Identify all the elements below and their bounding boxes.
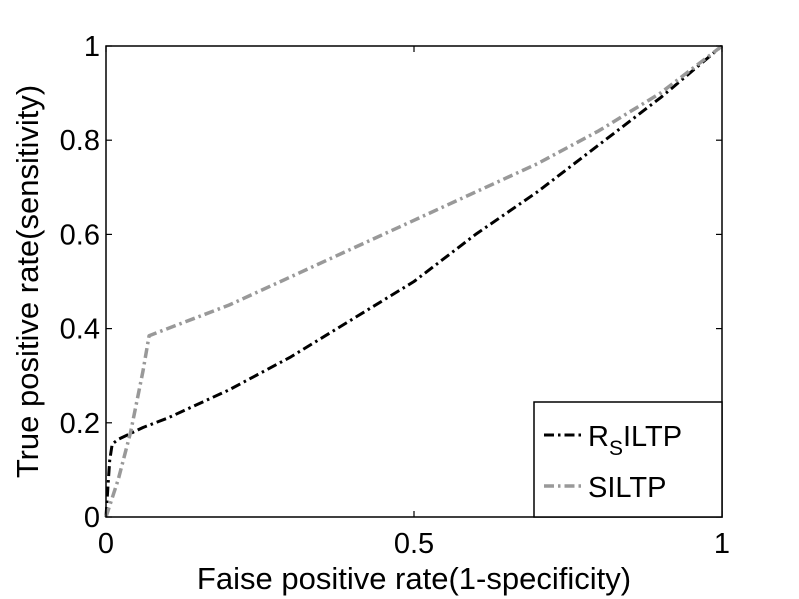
x-tick-label: 1 <box>714 528 730 560</box>
x-axis-title: Faise positive rate(1-specificity) <box>197 561 631 596</box>
series-line-siltp <box>104 44 724 518</box>
y-tick-label: 1 <box>84 31 100 63</box>
y-tick-label: 0.8 <box>60 125 100 157</box>
y-axis-title: True positive rate(sensitivity) <box>10 85 45 478</box>
y-tick-label: 0.6 <box>60 219 100 251</box>
x-tick-label: 0 <box>98 528 114 560</box>
legend-label-rsiltp: RSILTP <box>588 421 682 460</box>
legend-label-siltp: SILTP <box>588 472 666 504</box>
tick-labels: 0 0.5 1 0 0.2 0.4 0.6 0.8 1 <box>60 31 730 560</box>
y-tick-label: 0.4 <box>60 314 100 346</box>
y-tick-label: 0.2 <box>60 408 100 440</box>
legend-label-rsiltp-main: R <box>588 421 609 453</box>
plot-frame <box>105 45 723 518</box>
legend-box <box>533 401 723 518</box>
legend: RSILTP SILTP <box>533 401 723 518</box>
legend-label-rsiltp-rest: ILTP <box>623 421 682 453</box>
y-tick-label: 0 <box>84 502 100 534</box>
series-lines <box>104 44 724 518</box>
series-line-rsiltp <box>104 44 723 518</box>
x-tick-label: 0.5 <box>394 528 434 560</box>
legend-label-rsiltp-subscript: S <box>609 437 623 460</box>
